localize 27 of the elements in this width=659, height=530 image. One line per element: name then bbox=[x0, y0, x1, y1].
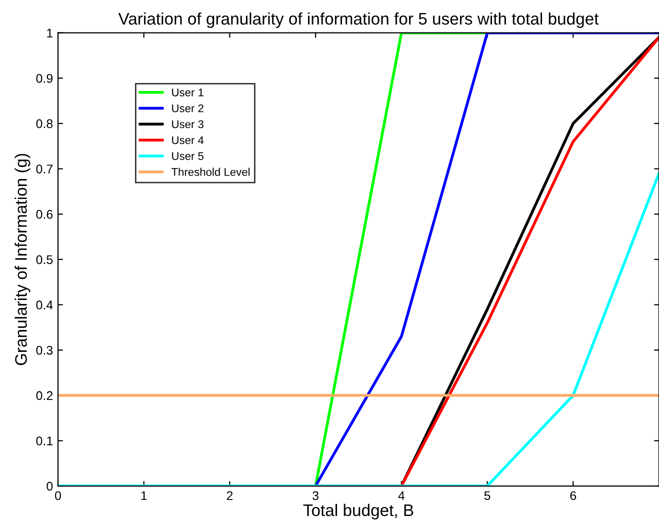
legend-label: User 4 bbox=[172, 136, 204, 144]
y-tick-label: 0.2 bbox=[36, 391, 53, 400]
y-tick-label: 0.4 bbox=[36, 300, 53, 310]
x-tick-label: 4 bbox=[398, 491, 405, 500]
x-tick-label: 5 bbox=[484, 491, 490, 500]
legend-label: User 2 bbox=[172, 104, 204, 112]
y-tick-label: 0.6 bbox=[36, 210, 53, 219]
y-tick-label: 0 bbox=[46, 482, 53, 491]
y-tick-label: 0.8 bbox=[36, 119, 53, 128]
x-tick-label: 2 bbox=[226, 491, 233, 500]
y-tick-label: 0.7 bbox=[36, 164, 53, 174]
x-tick-label: 6 bbox=[570, 491, 576, 500]
legend-label: User 1 bbox=[172, 88, 204, 96]
x-axis-title: Total budget, B bbox=[303, 504, 414, 520]
y-tick-label: 0.1 bbox=[36, 436, 53, 446]
y-axis-title: Granularity of Information (g) bbox=[14, 154, 30, 366]
legend-label: User 5 bbox=[172, 152, 204, 160]
y-tick-label: 0.5 bbox=[36, 255, 53, 264]
x-tick-label: 3 bbox=[312, 491, 318, 500]
legend-label: Threshold Level bbox=[171, 168, 250, 176]
x-tick-label: 0 bbox=[55, 491, 61, 500]
y-tick-label: 0.9 bbox=[36, 74, 53, 83]
legend-label: User 3 bbox=[172, 120, 204, 128]
y-tick-label: 0.3 bbox=[36, 346, 53, 355]
chart-title: Variation of granularity of information for 5 users with total budget bbox=[118, 12, 599, 28]
x-tick-label: 1 bbox=[141, 491, 147, 500]
y-tick-label: 1 bbox=[47, 28, 53, 38]
